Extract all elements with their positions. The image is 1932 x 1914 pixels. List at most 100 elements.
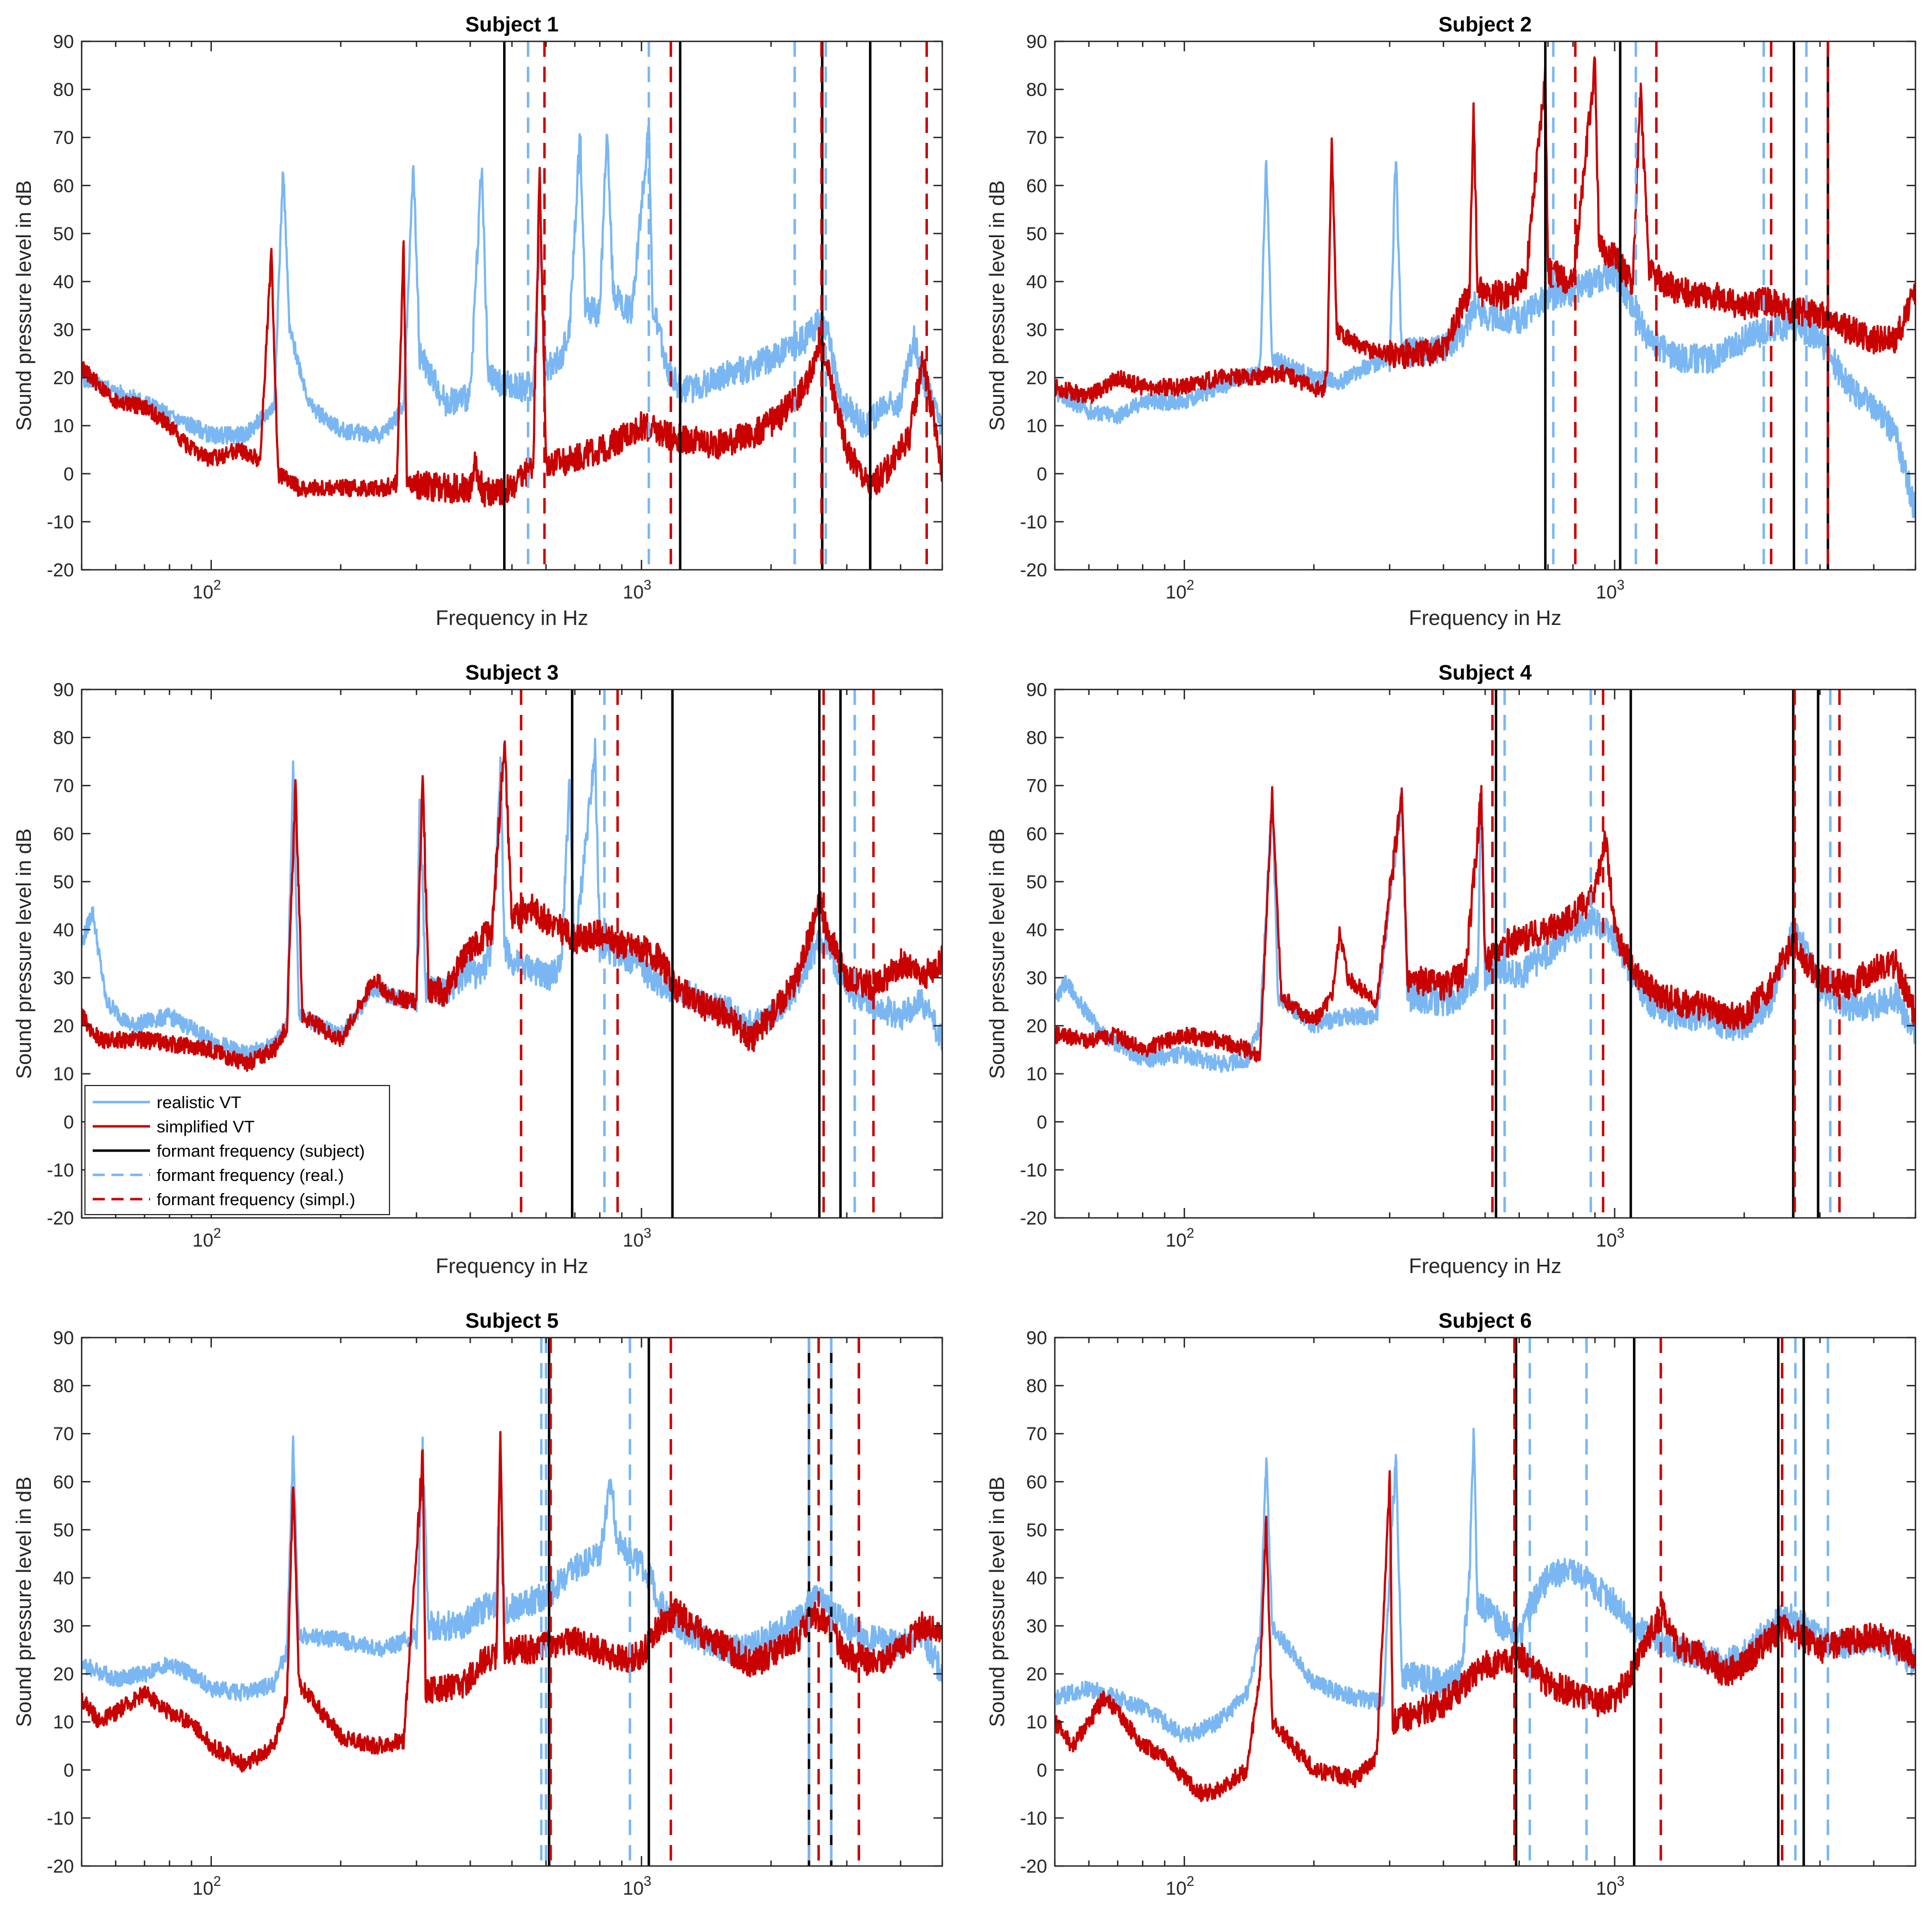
subplot-title: Subject 2 [1439, 13, 1532, 36]
y-tick-label: 10 [1026, 1712, 1047, 1733]
realistic-vt-line [82, 737, 942, 1062]
y-tick-label: 90 [1026, 1328, 1047, 1349]
y-tick-label: 80 [1026, 728, 1047, 749]
y-tick-label: 50 [53, 1520, 74, 1541]
x-tick-label: 103 [1596, 1874, 1625, 1899]
y-tick-label: -10 [47, 1808, 74, 1829]
realistic-vt-line [82, 124, 942, 445]
simplified-vt-line [1055, 1470, 1915, 1803]
y-tick-label: 40 [1026, 271, 1047, 292]
y-tick-label: 70 [1026, 1424, 1047, 1445]
legend-entry: formant frequency (simpl.) [157, 1190, 355, 1209]
y-tick-label: 80 [53, 728, 74, 749]
subplot-title: Subject 4 [1439, 661, 1532, 685]
x-axis-label: Frequency in Hz [436, 607, 589, 630]
y-tick-label: 50 [1026, 223, 1047, 244]
y-tick-label: 20 [1026, 368, 1047, 389]
y-axis-label: Sound pressure level in dB [13, 828, 36, 1079]
y-tick-label: 20 [53, 1664, 74, 1685]
y-tick-label: 70 [53, 127, 74, 148]
y-tick-label: 80 [1026, 1376, 1047, 1397]
x-tick-label: 102 [193, 1874, 221, 1899]
subplot-4: -20 -10 0 10 20 30 40 50 60 70 80 90 102 103 Subject 4… [986, 661, 1917, 1278]
y-tick-label: 20 [1026, 1664, 1047, 1685]
simplified-vt-line [82, 1431, 942, 1773]
y-tick-label: 60 [53, 1472, 74, 1493]
x-tick-label: 103 [623, 1874, 652, 1899]
y-tick-label: 60 [1026, 175, 1047, 196]
y-tick-label: 60 [1026, 1472, 1047, 1493]
y-tick-label: 50 [1026, 1520, 1047, 1541]
y-tick-label: -10 [1020, 1160, 1047, 1181]
y-tick-label: -20 [1020, 1856, 1047, 1877]
x-tick-label: 103 [623, 578, 652, 603]
y-tick-label: -10 [1020, 1808, 1047, 1829]
x-axis-label: Frequency in Hz [1409, 1255, 1562, 1278]
y-tick-label: 90 [53, 1328, 74, 1349]
y-tick-label: 10 [1026, 416, 1047, 437]
y-tick-label: -20 [47, 1208, 74, 1229]
y-axis-label: Sound pressure level in dB [13, 1477, 36, 1727]
simplified-vt-line [1055, 785, 1915, 1063]
y-tick-label: 0 [1037, 1760, 1047, 1781]
y-tick-label: 40 [1026, 1568, 1047, 1589]
y-tick-label: 90 [53, 31, 74, 52]
y-tick-label: -10 [1020, 512, 1047, 533]
y-tick-label: 70 [1026, 776, 1047, 796]
y-tick-label: -20 [1020, 560, 1047, 581]
y-axis-label: Sound pressure level in dB [986, 1477, 1009, 1727]
y-tick-label: 0 [63, 1112, 74, 1133]
y-tick-label: 30 [1026, 320, 1047, 341]
y-tick-label: -10 [47, 512, 74, 533]
y-tick-label: 0 [1037, 1112, 1047, 1133]
x-axis-label: Frequency in Hz [1409, 607, 1562, 630]
y-tick-label: 40 [1026, 919, 1047, 940]
subplot-title: Subject 6 [1439, 1309, 1532, 1333]
y-tick-label: -10 [47, 1160, 74, 1181]
y-tick-label: 80 [1026, 79, 1047, 100]
y-tick-label: 0 [63, 464, 74, 485]
y-tick-label: 20 [1026, 1016, 1047, 1037]
y-tick-label: 30 [1026, 968, 1047, 989]
y-tick-label: 40 [53, 919, 74, 940]
simplified-vt-line [82, 740, 942, 1072]
y-tick-label: 80 [53, 79, 74, 100]
x-tick-label: 103 [1596, 578, 1625, 603]
y-tick-label: 40 [53, 1568, 74, 1589]
y-tick-label: 30 [1026, 1616, 1047, 1637]
realistic-vt-line [82, 1435, 942, 1702]
y-axis-label: Sound pressure level in dB [13, 180, 36, 431]
y-tick-label: 70 [53, 776, 74, 796]
y-tick-label: 60 [53, 175, 74, 196]
legend: realistic VT simplified VT formant frequen… [84, 1085, 390, 1215]
y-tick-label: 20 [53, 368, 74, 389]
y-tick-label: 50 [53, 223, 74, 244]
subplot-5: -20 -10 0 10 20 30 40 50 60 70 80 90 102 103 Subject 5… [13, 1309, 943, 1899]
y-tick-label: 60 [1026, 824, 1047, 844]
y-tick-label: 30 [53, 320, 74, 341]
legend-entry: simplified VT [157, 1117, 254, 1136]
y-tick-label: 40 [53, 271, 74, 292]
y-tick-label: 60 [53, 824, 74, 844]
y-tick-label: 70 [53, 1424, 74, 1445]
x-tick-label: 102 [193, 578, 221, 603]
x-tick-label: 102 [193, 1226, 221, 1251]
y-tick-label: 50 [53, 872, 74, 892]
legend-entry: formant frequency (subject) [157, 1141, 365, 1161]
y-tick-label: 90 [53, 680, 74, 701]
y-tick-label: 30 [53, 1616, 74, 1637]
subplot-1: -20 -10 0 10 20 30 40 50 60 70 80 90 102 103 Subject 1… [13, 13, 943, 630]
y-axis-label: Sound pressure level in dB [986, 180, 1009, 431]
y-tick-label: 90 [1026, 31, 1047, 52]
y-tick-label: 10 [53, 1712, 74, 1733]
x-tick-label: 103 [1596, 1226, 1625, 1251]
subplot-title: Subject 5 [466, 1309, 559, 1333]
subplot-title: Subject 3 [466, 661, 559, 685]
x-axis-label: Frequency in Hz [436, 1255, 589, 1278]
y-tick-label: 0 [1037, 464, 1047, 485]
y-tick-label: 50 [1026, 872, 1047, 892]
y-tick-label: 80 [53, 1376, 74, 1397]
y-tick-label: 90 [1026, 680, 1047, 701]
y-tick-label: 10 [53, 1064, 74, 1085]
